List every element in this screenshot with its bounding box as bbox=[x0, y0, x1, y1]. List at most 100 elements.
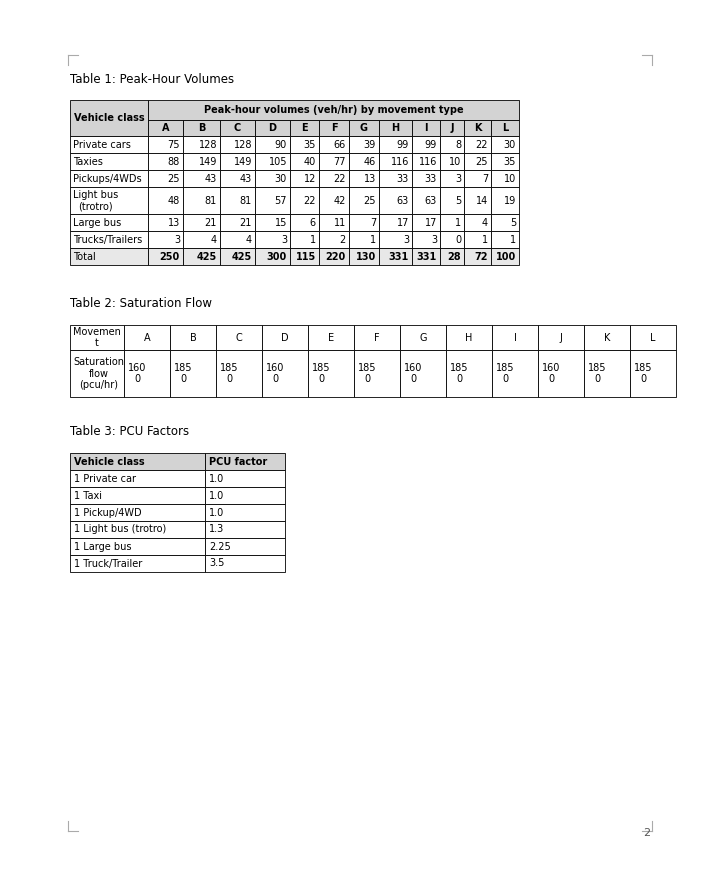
Bar bbox=[148, 153, 183, 170]
Bar bbox=[491, 231, 519, 248]
Text: 19: 19 bbox=[504, 196, 516, 206]
Text: K: K bbox=[474, 123, 481, 133]
Text: 2.25: 2.25 bbox=[209, 541, 230, 551]
Text: 4: 4 bbox=[211, 235, 217, 245]
Bar bbox=[308, 325, 354, 350]
Text: 250: 250 bbox=[160, 252, 180, 261]
Bar bbox=[70, 214, 148, 231]
Text: 1 Private car: 1 Private car bbox=[74, 473, 136, 484]
Bar bbox=[349, 214, 379, 231]
Bar bbox=[205, 521, 285, 538]
Bar bbox=[70, 538, 205, 555]
Text: 28: 28 bbox=[447, 252, 461, 261]
Bar bbox=[492, 350, 538, 397]
Bar bbox=[354, 325, 400, 350]
Text: 185
0: 185 0 bbox=[634, 362, 652, 385]
Bar bbox=[584, 350, 630, 397]
Text: 46: 46 bbox=[364, 157, 376, 167]
Text: 14: 14 bbox=[476, 196, 488, 206]
Text: 1: 1 bbox=[310, 235, 316, 245]
Text: 42: 42 bbox=[333, 196, 346, 206]
Bar bbox=[446, 350, 492, 397]
Bar bbox=[290, 248, 319, 265]
Text: 149: 149 bbox=[233, 157, 252, 167]
Text: B: B bbox=[198, 123, 205, 133]
Text: 128: 128 bbox=[199, 139, 217, 150]
Text: 128: 128 bbox=[233, 139, 252, 150]
Bar bbox=[124, 350, 170, 397]
Text: 160
0: 160 0 bbox=[404, 362, 423, 385]
Text: 63: 63 bbox=[425, 196, 437, 206]
Text: 13: 13 bbox=[168, 217, 180, 228]
Bar bbox=[379, 231, 412, 248]
Bar bbox=[319, 136, 349, 153]
Text: 43: 43 bbox=[204, 174, 217, 183]
Bar bbox=[379, 187, 412, 214]
Text: Movemen
t: Movemen t bbox=[73, 327, 121, 348]
Text: Light bus
(trotro): Light bus (trotro) bbox=[73, 190, 118, 211]
Text: Table 2: Saturation Flow: Table 2: Saturation Flow bbox=[70, 297, 212, 310]
Text: 22: 22 bbox=[475, 139, 488, 150]
Bar bbox=[220, 214, 255, 231]
Text: 22: 22 bbox=[304, 196, 316, 206]
Text: 115: 115 bbox=[296, 252, 316, 261]
Text: 116: 116 bbox=[391, 157, 409, 167]
Bar bbox=[262, 350, 308, 397]
Text: L: L bbox=[502, 123, 508, 133]
Bar bbox=[412, 170, 440, 187]
Text: B: B bbox=[189, 332, 197, 343]
Text: 13: 13 bbox=[364, 174, 376, 183]
Text: 185
0: 185 0 bbox=[220, 362, 238, 385]
Bar bbox=[205, 487, 285, 504]
Bar bbox=[492, 325, 538, 350]
Text: J: J bbox=[559, 332, 562, 343]
Bar bbox=[538, 350, 584, 397]
Text: 3: 3 bbox=[403, 235, 409, 245]
Bar bbox=[440, 170, 464, 187]
Text: 185
0: 185 0 bbox=[496, 362, 515, 385]
Text: 300: 300 bbox=[266, 252, 287, 261]
Bar bbox=[205, 470, 285, 487]
Bar bbox=[70, 231, 148, 248]
Bar bbox=[70, 453, 205, 470]
Text: 57: 57 bbox=[274, 196, 287, 206]
Bar bbox=[464, 153, 491, 170]
Text: 1 Taxi: 1 Taxi bbox=[74, 491, 102, 501]
Text: PCU factor: PCU factor bbox=[209, 456, 267, 467]
Bar bbox=[349, 248, 379, 265]
Text: 5: 5 bbox=[510, 217, 516, 228]
Bar bbox=[183, 187, 220, 214]
Bar bbox=[412, 187, 440, 214]
Bar bbox=[464, 170, 491, 187]
Bar bbox=[412, 214, 440, 231]
Bar bbox=[379, 136, 412, 153]
Bar bbox=[70, 170, 148, 187]
Bar bbox=[216, 325, 262, 350]
Text: 425: 425 bbox=[232, 252, 252, 261]
Text: 185
0: 185 0 bbox=[450, 362, 469, 385]
Text: 220: 220 bbox=[325, 252, 346, 261]
Bar bbox=[491, 153, 519, 170]
Bar bbox=[538, 325, 584, 350]
Text: 160
0: 160 0 bbox=[128, 362, 146, 385]
Bar bbox=[412, 153, 440, 170]
Text: 33: 33 bbox=[397, 174, 409, 183]
Text: 7: 7 bbox=[370, 217, 376, 228]
Bar bbox=[255, 248, 290, 265]
Bar bbox=[70, 521, 205, 538]
Bar bbox=[290, 187, 319, 214]
Text: I: I bbox=[513, 332, 516, 343]
Bar bbox=[319, 120, 349, 136]
Bar bbox=[440, 120, 464, 136]
Text: E: E bbox=[301, 123, 308, 133]
Bar bbox=[464, 120, 491, 136]
Bar bbox=[290, 231, 319, 248]
Text: J: J bbox=[450, 123, 454, 133]
Text: 160
0: 160 0 bbox=[266, 362, 284, 385]
Text: 100: 100 bbox=[496, 252, 516, 261]
Bar bbox=[262, 325, 308, 350]
Text: 43: 43 bbox=[240, 174, 252, 183]
Bar bbox=[464, 248, 491, 265]
Text: A: A bbox=[162, 123, 169, 133]
Bar bbox=[148, 187, 183, 214]
